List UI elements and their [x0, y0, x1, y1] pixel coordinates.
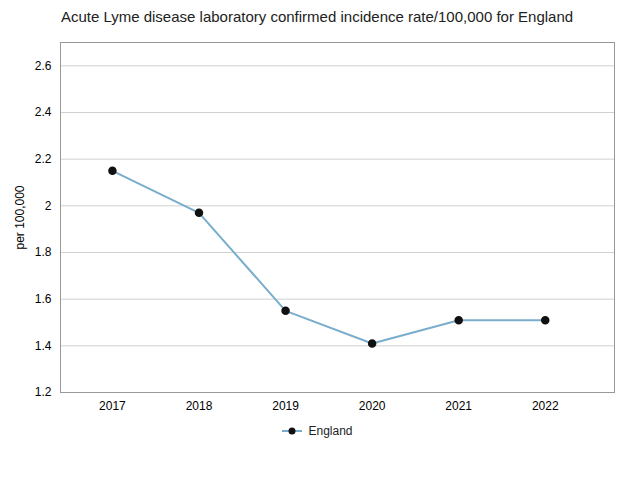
html-text:Acute Lyme disease laboratory: Acute Lyme disease laboratory confirmed … — [60, 8, 574, 25]
svg-text:2022: 2022 — [532, 399, 559, 413]
svg-text:1.2: 1.2 — [35, 385, 52, 399]
html-text:England: England — [308, 424, 353, 438]
svg-text:2021: 2021 — [445, 399, 472, 413]
svg-text:per 100,000: per 100,000 — [13, 185, 27, 249]
svg-text:2.2: 2.2 — [35, 152, 52, 166]
svg-text:2: 2 — [45, 199, 52, 213]
svg-text:2.4: 2.4 — [35, 105, 52, 119]
svg-text:2019: 2019 — [272, 399, 299, 413]
svg-text:2018: 2018 — [186, 399, 213, 413]
svg-text:2.6: 2.6 — [35, 59, 52, 73]
svg-text:1.4: 1.4 — [35, 339, 52, 353]
svg-text:2017: 2017 — [99, 399, 126, 413]
svg-text:2020: 2020 — [359, 399, 386, 413]
svg-text:1.6: 1.6 — [35, 292, 52, 306]
svg-text:1.8: 1.8 — [35, 245, 52, 259]
